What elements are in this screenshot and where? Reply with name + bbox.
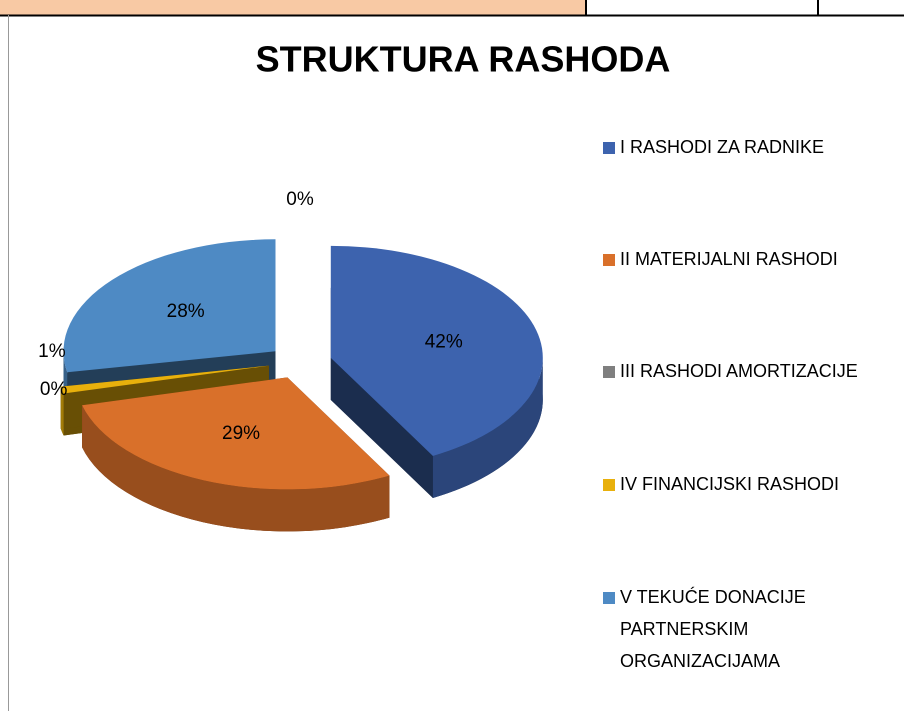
legend: I RASHODI ZA RADNIKE II MATERIJALNI RASHO… bbox=[603, 137, 858, 671]
legend-swatch bbox=[603, 254, 615, 266]
legend-label: II MATERIJALNI RASHODI bbox=[620, 249, 838, 269]
legend-swatch bbox=[603, 479, 615, 491]
legend-label: I RASHODI ZA RADNIKE bbox=[620, 137, 824, 157]
slice-top bbox=[82, 377, 390, 490]
slice bbox=[330, 245, 543, 498]
slice-side bbox=[432, 357, 543, 498]
slice-side bbox=[82, 405, 390, 532]
legend-swatch bbox=[603, 366, 615, 378]
chart-title: STRUKTURA RASHODA bbox=[256, 39, 671, 80]
slice-top bbox=[60, 365, 269, 394]
slice-side bbox=[60, 386, 64, 436]
pie bbox=[60, 239, 543, 532]
data-label: 28% bbox=[167, 301, 205, 322]
legend-swatch bbox=[603, 592, 615, 604]
data-label: 0% bbox=[40, 379, 68, 400]
slice-wall bbox=[330, 357, 433, 498]
slice bbox=[82, 377, 390, 532]
data-label: 29% bbox=[222, 423, 260, 444]
table-cell bbox=[0, 0, 586, 15]
legend-swatch bbox=[603, 142, 615, 154]
slice-top bbox=[330, 245, 543, 456]
data-label: 1% bbox=[38, 341, 66, 362]
data-label: 42% bbox=[425, 332, 463, 353]
slice-top bbox=[63, 239, 276, 373]
legend-label: III RASHODI AMORTIZACIJE bbox=[620, 361, 858, 381]
legend-label: V TEKUĆE DONACIJE PARTNERSKIM ORGANIZACIJA… bbox=[620, 586, 806, 671]
data-label: 0% bbox=[286, 189, 314, 210]
legend-label: IV FINANCIJSKI RASHODI bbox=[620, 474, 839, 494]
